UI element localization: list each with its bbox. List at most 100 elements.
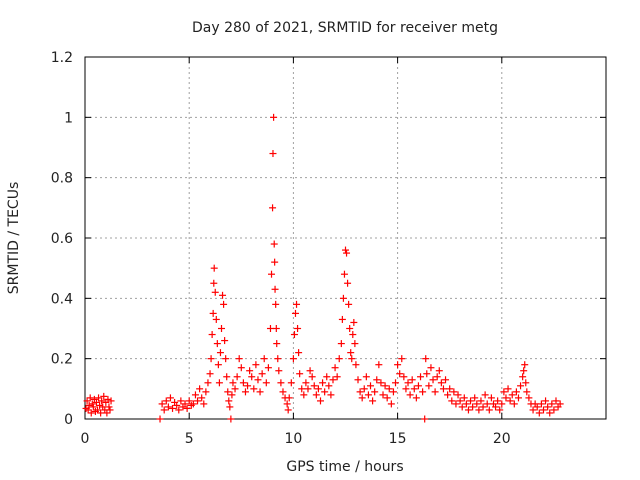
data-point: [290, 331, 298, 339]
data-point: [321, 388, 329, 396]
data-point: [84, 406, 92, 414]
data-point: [202, 388, 210, 396]
data-point: [419, 388, 427, 396]
data-point: [277, 379, 285, 387]
data-point: [191, 391, 199, 399]
y-tick-label: 0.4: [51, 291, 73, 307]
data-point: [373, 376, 381, 384]
data-point: [226, 403, 234, 411]
data-point: [471, 394, 479, 402]
data-point: [189, 400, 197, 408]
data-point: [456, 397, 464, 405]
data-point: [268, 270, 276, 278]
data-point: [86, 394, 94, 402]
data-point: [550, 406, 558, 414]
data-point: [237, 364, 245, 372]
data-point: [271, 285, 279, 293]
data-point: [356, 388, 364, 396]
x-tick-label: 10: [284, 431, 302, 447]
data-points: [82, 113, 564, 423]
data-point: [422, 355, 430, 363]
data-point: [492, 403, 500, 411]
data-point: [544, 403, 552, 411]
data-point: [364, 391, 372, 399]
data-point: [223, 373, 231, 381]
data-point: [291, 309, 299, 317]
data-point: [225, 397, 233, 405]
data-point: [262, 379, 270, 387]
data-point: [248, 373, 256, 381]
data-point: [224, 388, 232, 396]
data-point: [406, 391, 414, 399]
data-point: [385, 385, 393, 393]
data-point: [228, 391, 236, 399]
data-point: [494, 397, 502, 405]
data-point: [354, 376, 362, 384]
data-point: [510, 400, 518, 408]
data-point: [185, 397, 193, 405]
data-point: [404, 379, 412, 387]
data-point: [206, 370, 214, 378]
data-point: [210, 264, 218, 272]
data-point: [343, 249, 351, 257]
data-point: [512, 388, 520, 396]
data-point: [460, 394, 468, 402]
data-point: [175, 406, 183, 414]
data-point: [477, 397, 485, 405]
data-point: [287, 379, 295, 387]
data-point: [235, 355, 243, 363]
data-point: [220, 300, 228, 308]
y-tick-label: 0.8: [51, 171, 73, 187]
data-point: [214, 361, 222, 369]
data-point: [222, 355, 230, 363]
data-point: [246, 367, 254, 375]
data-point: [506, 397, 514, 405]
data-point: [439, 385, 447, 393]
data-point: [256, 388, 264, 396]
data-point: [160, 406, 168, 414]
data-point: [535, 409, 543, 417]
data-point: [429, 376, 437, 384]
data-point: [215, 379, 223, 387]
data-point: [346, 325, 354, 332]
data-point: [274, 355, 282, 363]
data-point: [467, 397, 475, 405]
data-point: [387, 400, 395, 408]
data-point: [279, 388, 287, 396]
data-point: [156, 415, 164, 423]
data-point: [308, 373, 316, 381]
data-point: [483, 400, 491, 408]
data-point: [219, 291, 227, 299]
data-point: [473, 400, 481, 408]
data-point: [435, 367, 443, 375]
data-point: [177, 397, 185, 405]
data-point: [517, 382, 525, 390]
axis-ticks: 0 5 10 15 20 0 0.2 0.4 0.6 0.8 1 1.2: [51, 50, 606, 447]
data-point: [270, 113, 278, 121]
data-point: [500, 388, 508, 396]
data-point: [293, 300, 301, 308]
data-point: [295, 349, 303, 357]
data-point: [310, 382, 318, 390]
data-point: [369, 397, 377, 405]
data-point: [216, 349, 224, 357]
data-point: [194, 397, 202, 405]
data-point: [358, 394, 366, 402]
data-point: [83, 397, 91, 405]
y-tick-label: 0.6: [51, 231, 73, 247]
data-point: [229, 379, 237, 387]
data-point: [485, 406, 493, 414]
x-tick-label: 20: [493, 431, 511, 447]
data-point: [421, 415, 429, 423]
data-point: [264, 364, 272, 372]
data-point: [402, 385, 410, 393]
data-point: [392, 379, 400, 387]
data-point: [284, 406, 292, 414]
data-point: [158, 400, 166, 408]
data-point: [208, 331, 216, 339]
data-point: [104, 395, 112, 403]
data-point: [371, 388, 379, 396]
data-point: [410, 385, 418, 393]
data-point: [260, 355, 268, 363]
y-axis-label: SRMTID / TECUs: [6, 182, 22, 295]
